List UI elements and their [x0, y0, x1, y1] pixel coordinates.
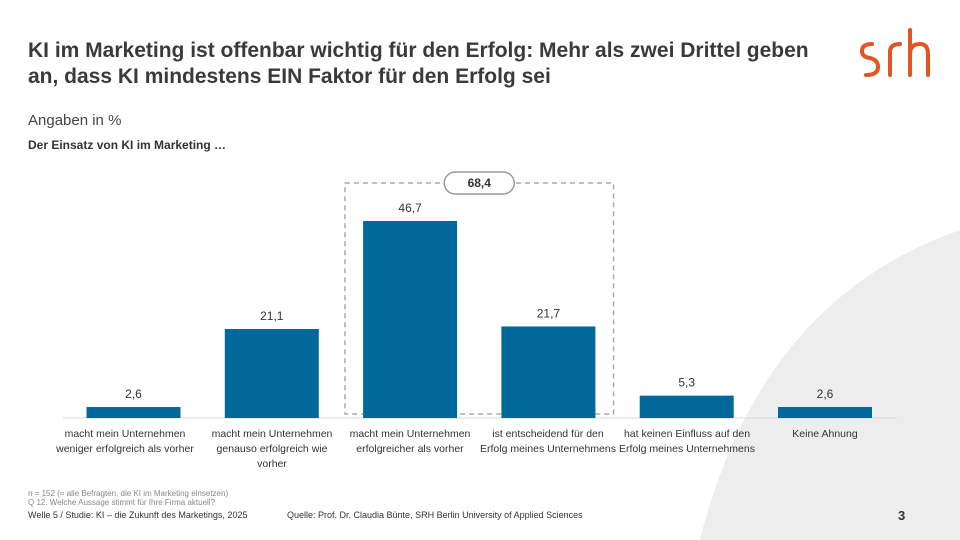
bar-value-label: 46,7 [398, 201, 422, 215]
bar [86, 407, 181, 418]
category-label: ist entscheidend für den Erfolg meines U… [480, 428, 616, 455]
highlight-pill [443, 171, 515, 195]
study-wave: Welle 5 / Studie: KI – die Zukunft des M… [28, 510, 248, 520]
highlight-value: 68,4 [468, 176, 492, 190]
category-label: hat keinen Einfluss auf den Erfolg meine… [619, 428, 755, 455]
page-number: 3 [898, 508, 906, 523]
bars-group: 2,6 21,1 46,7 21,7 5,3 2,6 [86, 201, 872, 418]
category-label: macht mein Unternehmen erfolgreicher als… [349, 428, 471, 455]
source-credit: Quelle: Prof. Dr. Claudia Bünte, SRH Ber… [287, 510, 583, 520]
bar [363, 221, 458, 418]
page-title: KI im Marketing ist offenbar wichtig für… [28, 39, 809, 88]
bar-value-label: 5,3 [678, 376, 695, 390]
category-label: Keine Ahnung [792, 428, 858, 440]
bar [778, 407, 872, 418]
srh-logo [859, 28, 930, 77]
bar-value-label: 2,6 [125, 387, 142, 401]
question-heading: Der Einsatz von KI im Marketing … [28, 138, 227, 152]
footnote-question: Q 12. Welche Aussage stimmt für Ihre Fir… [28, 498, 216, 507]
highlight-box [344, 182, 615, 415]
category-label: macht mein Unternehmen weniger erfolgrei… [56, 428, 194, 455]
bar-value-label: 21,1 [260, 309, 284, 323]
category-label: macht mein Unternehmen genauso erfolgrei… [211, 428, 333, 470]
bar-value-label: 21,7 [537, 306, 561, 320]
bar-value-label: 2,6 [817, 387, 834, 401]
footnote-sample: n = 152 (= alle Befragten, die KI im Mar… [28, 489, 229, 498]
bar [501, 326, 596, 418]
bar [639, 395, 734, 418]
bar [224, 328, 319, 418]
chart-subtitle: Angaben in % [28, 112, 122, 129]
